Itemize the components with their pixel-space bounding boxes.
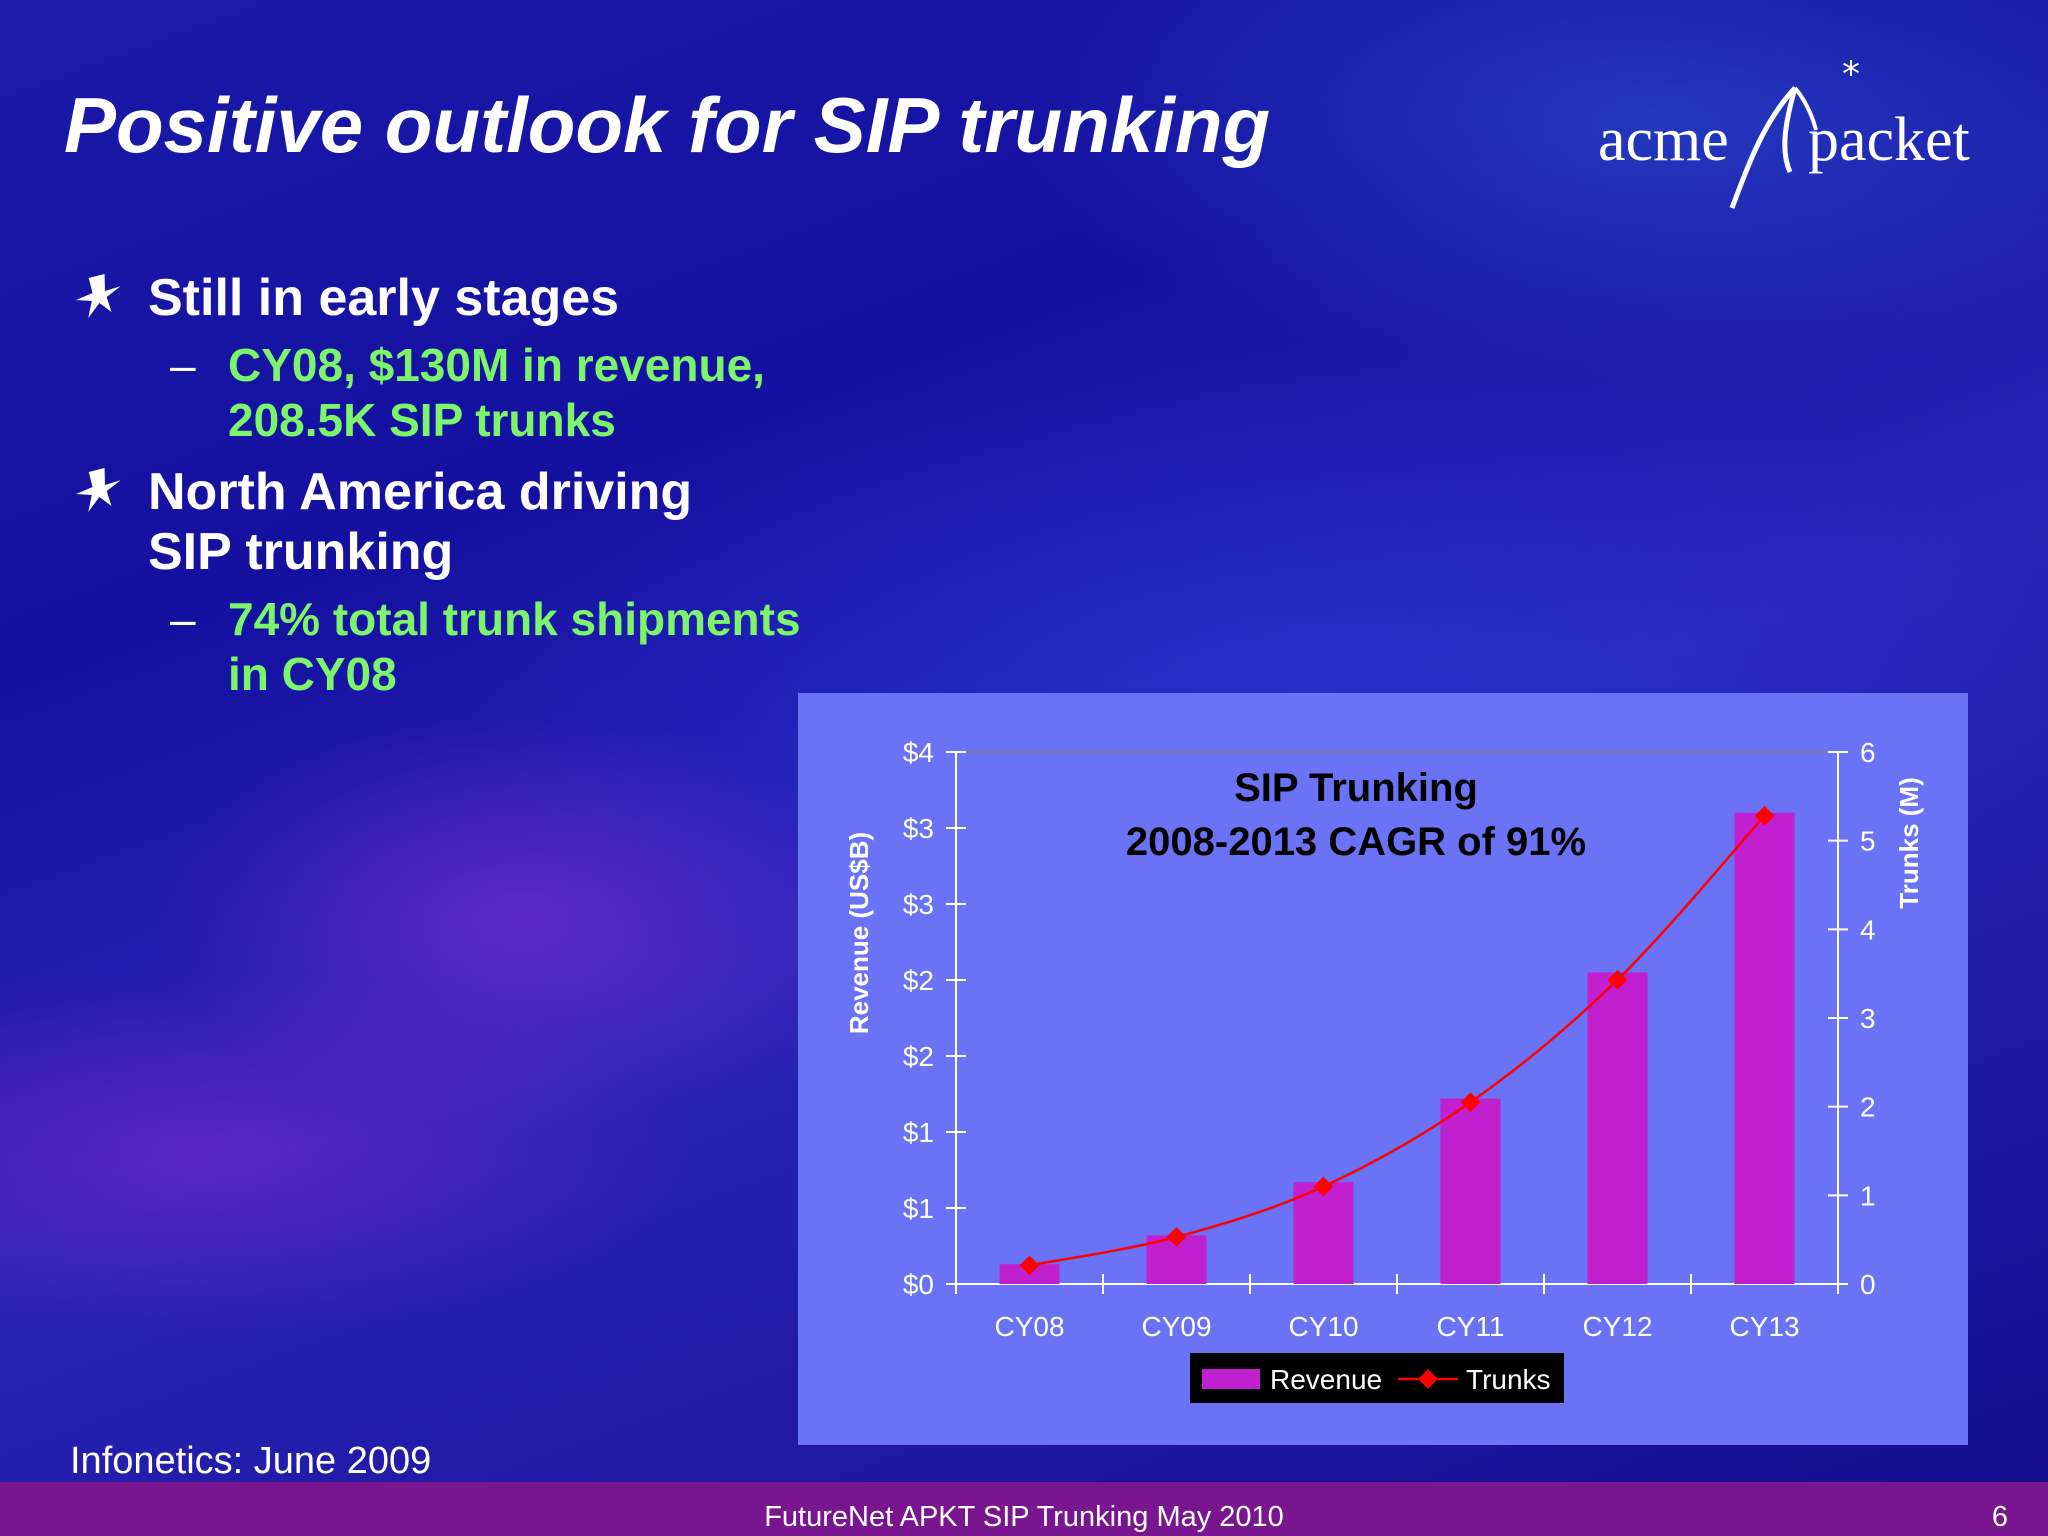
legend-revenue-swatch bbox=[1202, 1369, 1260, 1389]
chart-title-line-2: 2008-2013 CAGR of 91% bbox=[1126, 820, 1586, 864]
x-tick-label: CY10 bbox=[1288, 1311, 1358, 1342]
sub-bullet-item: – CY08, $130M in revenue, 208.5K SIP tru… bbox=[70, 338, 930, 448]
y-left-tick-label: $0 bbox=[903, 1269, 934, 1300]
legend-label-trunks: Trunks bbox=[1466, 1364, 1551, 1395]
y-left-tick-label: $2 bbox=[903, 965, 934, 996]
bullet-text-line: Still in early stages bbox=[148, 269, 620, 327]
dash-bullet-icon: – bbox=[170, 339, 196, 391]
x-tick-label: CY12 bbox=[1582, 1311, 1652, 1342]
bullet-list: Still in early stages – CY08, $130M in r… bbox=[70, 268, 930, 716]
trunks-point bbox=[1313, 1176, 1334, 1197]
y-left-tick-label: $2 bbox=[903, 1041, 934, 1072]
x-tick-label: CY13 bbox=[1729, 1311, 1799, 1342]
logo-text-acme: acme bbox=[1598, 106, 1729, 174]
revenue-bar bbox=[1293, 1182, 1354, 1284]
logo-swoosh-icon bbox=[1729, 86, 1798, 209]
footer-text: FutureNet APKT SIP Trunking May 2010 bbox=[764, 1501, 1284, 1533]
sub-bullet-text-line: 74% total trunk shipments bbox=[228, 593, 801, 645]
x-tick-label: CY09 bbox=[1141, 1311, 1211, 1342]
y-left-axis-label: Revenue (US$B) bbox=[844, 832, 874, 1034]
y-left-tick-label: $4 bbox=[903, 737, 934, 768]
trunks-point bbox=[1166, 1227, 1187, 1247]
y-right-tick-label: 1 bbox=[1860, 1180, 1876, 1211]
x-tick-label: CY11 bbox=[1437, 1311, 1505, 1342]
y-left-tick-label: $1 bbox=[903, 1193, 934, 1224]
logo-star-icon: * bbox=[1842, 60, 1860, 95]
trunks-point bbox=[1460, 1092, 1481, 1113]
source-note: Infonetics: June 2009 bbox=[70, 1440, 432, 1482]
y-right-tick-label: 4 bbox=[1860, 914, 1876, 945]
x-tick-label: CY08 bbox=[994, 1311, 1064, 1342]
slide-title: Positive outlook for SIP trunking bbox=[64, 81, 1271, 169]
y-right-tick-label: 6 bbox=[1860, 737, 1876, 768]
acme-packet-logo: acme * packet bbox=[1598, 60, 1970, 209]
bullet-text-line: North America driving bbox=[148, 463, 693, 521]
chart-title-line-1: SIP Trunking bbox=[1234, 766, 1478, 810]
y-right-axis-label: Trunks (M) bbox=[1894, 777, 1924, 908]
logo-text-packet: packet bbox=[1808, 106, 1970, 174]
bullet-item: North America driving SIP trunking bbox=[70, 462, 930, 582]
sub-bullet-text-line: CY08, $130M in revenue, bbox=[228, 339, 765, 391]
trunks-point bbox=[1607, 969, 1628, 990]
y-right-tick-label: 5 bbox=[1860, 826, 1876, 857]
page-number: 6 bbox=[1991, 1501, 2008, 1533]
revenue-bar bbox=[1587, 972, 1648, 1284]
bullet-text-line: SIP trunking bbox=[148, 523, 454, 581]
dash-bullet-icon: – bbox=[170, 593, 196, 645]
star-bullet-icon bbox=[76, 468, 120, 512]
y-left-tick-label: $3 bbox=[903, 813, 934, 844]
trunks-line bbox=[1029, 815, 1766, 1267]
revenue-bar bbox=[1440, 1098, 1501, 1284]
y-right-tick-label: 2 bbox=[1860, 1092, 1876, 1123]
sub-bullet-text-line: in CY08 bbox=[228, 648, 397, 700]
revenue-bar bbox=[1734, 812, 1795, 1284]
sub-bullet-text-line: 208.5K SIP trunks bbox=[228, 394, 616, 446]
y-left-tick-label: $1 bbox=[903, 1117, 934, 1148]
sip-trunking-chart: SIP Trunking 2008-2013 CAGR of 91% Reven… bbox=[844, 737, 1924, 1403]
legend: Revenue Trunks bbox=[1190, 1353, 1564, 1403]
trunks-point bbox=[1019, 1255, 1040, 1276]
star-bullet-icon bbox=[76, 274, 120, 318]
y-right-tick-label: 3 bbox=[1860, 1003, 1876, 1034]
chart-panel: SIP Trunking 2008-2013 CAGR of 91% Reven… bbox=[798, 693, 1968, 1445]
legend-trunks-marker bbox=[1418, 1369, 1438, 1389]
legend-label-revenue: Revenue bbox=[1270, 1364, 1382, 1395]
footer-bar bbox=[0, 1482, 2048, 1536]
trunks-point bbox=[1754, 805, 1775, 826]
y-right-tick-label: 0 bbox=[1860, 1269, 1876, 1300]
bullet-item: Still in early stages bbox=[70, 268, 930, 328]
y-left-tick-label: $3 bbox=[903, 889, 934, 920]
sub-bullet-item: – 74% total trunk shipments in CY08 bbox=[70, 592, 930, 702]
